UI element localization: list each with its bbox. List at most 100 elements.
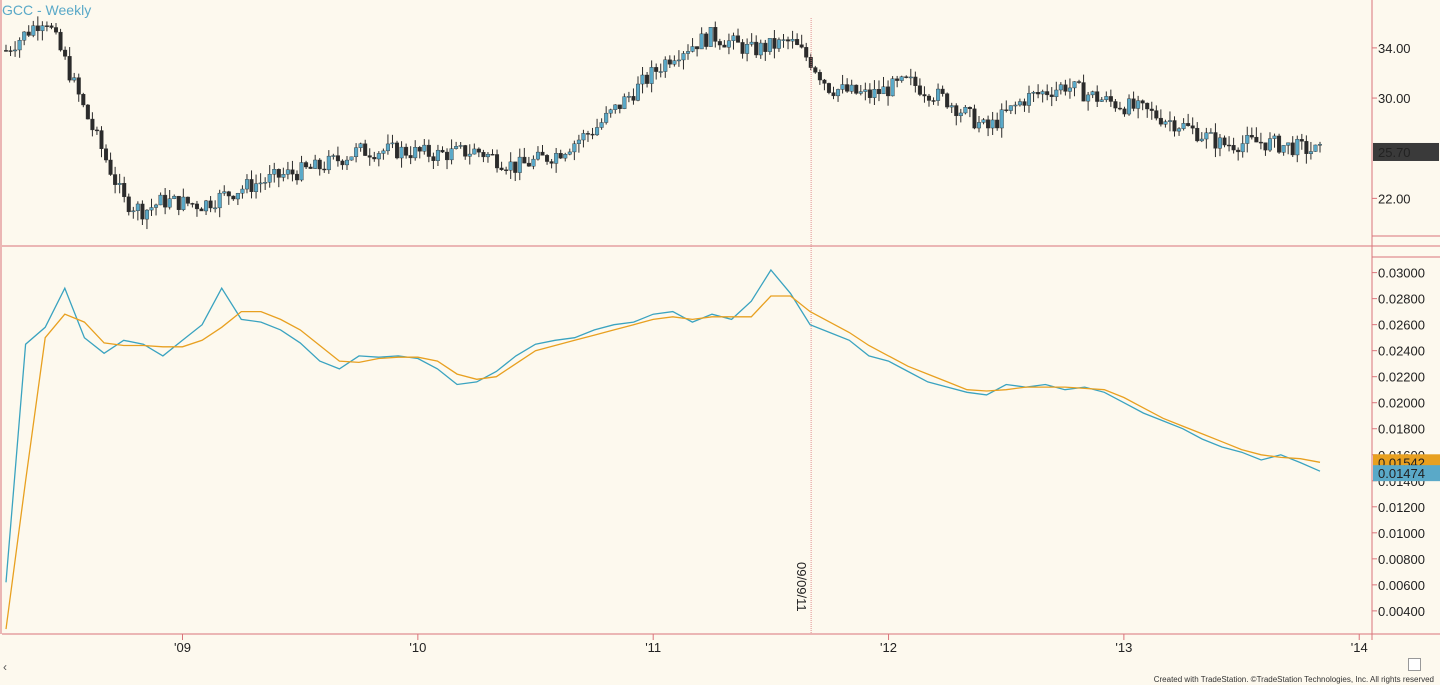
candle-body (463, 145, 468, 157)
chevron-left-icon[interactable]: ‹ (3, 660, 7, 674)
candle-body (304, 162, 309, 168)
candle-body (622, 96, 627, 109)
candle-body (1158, 117, 1163, 125)
candle-body (599, 122, 604, 128)
y-tick-label: 30.00 (1378, 91, 1411, 106)
square-icon[interactable] (1408, 658, 1421, 671)
candle-body (190, 203, 195, 205)
candle-body (1086, 94, 1091, 102)
candle-body (585, 133, 590, 135)
candle-body (736, 35, 741, 43)
candle-body (608, 109, 613, 114)
candle-body (1186, 123, 1191, 126)
candle-body (522, 156, 527, 164)
y-tick-label: 0.03000 (1378, 266, 1425, 281)
candle-body (767, 38, 772, 52)
y-tick-label: 0.02200 (1378, 370, 1425, 385)
candle-body (958, 112, 963, 117)
y-tick-label: 0.00600 (1378, 578, 1425, 593)
candle-body (363, 143, 368, 156)
y-tick-label: 22.00 (1378, 191, 1411, 206)
candle-body (331, 155, 336, 157)
candle-body (1199, 138, 1204, 142)
candle-body (604, 112, 609, 123)
candle-body (481, 152, 486, 158)
candle-body (254, 183, 259, 192)
candle-body (535, 151, 540, 160)
candle-body (226, 191, 231, 197)
candle-body (435, 149, 440, 161)
candle-body (1231, 145, 1236, 151)
candle-body (713, 27, 718, 42)
candle-body (1004, 109, 1009, 111)
candle-body (495, 154, 500, 169)
candle-body (945, 93, 950, 108)
candle-body (1304, 141, 1309, 154)
candle-body (926, 95, 931, 101)
candle-body (681, 53, 686, 61)
candle-body (972, 108, 977, 129)
x-tick-label: '14 (1351, 640, 1368, 655)
candle-body (1140, 100, 1145, 104)
candle-body (549, 161, 554, 164)
y-tick-label: 0.02600 (1378, 318, 1425, 333)
candle-body (35, 25, 40, 32)
candle-body (1090, 91, 1095, 96)
candle-body (58, 31, 63, 51)
candle-body (904, 76, 909, 78)
candle-body (340, 160, 345, 166)
candle-body (404, 146, 409, 156)
candle-body (849, 84, 854, 92)
candle-body (426, 144, 431, 157)
candle-body (1136, 100, 1141, 109)
candle-body (1249, 134, 1254, 138)
y-tick-label: 0.02400 (1378, 344, 1425, 359)
candle-body (640, 74, 645, 85)
candle-body (181, 196, 186, 210)
candle-body (485, 153, 490, 158)
candle-body (376, 153, 381, 160)
candle-body (1263, 142, 1268, 151)
candle-body (17, 39, 22, 51)
candle-body (554, 153, 559, 164)
candle-body (595, 127, 600, 136)
candle-body (1117, 107, 1122, 110)
candle-body (986, 119, 991, 129)
candle-body (31, 25, 36, 36)
candle-body (508, 161, 513, 171)
candle-body (422, 144, 427, 152)
candle-body (317, 159, 322, 170)
candle-body (817, 72, 822, 81)
symbol-title: GCC - Weekly (2, 2, 92, 18)
candle-body (1236, 149, 1241, 153)
candle-body (240, 188, 245, 194)
candle-body (686, 51, 691, 54)
y-tick-label: 0.00400 (1378, 604, 1425, 619)
candle-body (1036, 92, 1041, 95)
candle-body (244, 179, 249, 190)
candle-body (658, 71, 663, 73)
candle-body (1127, 98, 1132, 115)
candle-body (431, 156, 436, 161)
candle-body (99, 130, 104, 149)
candle-body (440, 149, 445, 153)
candle-body (567, 151, 572, 155)
candle-body (267, 174, 272, 183)
candle-body (758, 42, 763, 56)
candle-body (722, 44, 727, 48)
candle-body (1008, 105, 1013, 111)
candle-body (786, 39, 791, 42)
candle-body (149, 207, 154, 211)
candle-body (67, 56, 72, 81)
candle-body (199, 208, 204, 212)
candle-body (1177, 128, 1182, 132)
candle-body (1227, 144, 1232, 147)
candle-body (272, 169, 277, 175)
y-tick-label: 0.01000 (1378, 526, 1425, 541)
candle-body (499, 167, 504, 170)
candle-body (144, 209, 149, 220)
candle-body (122, 182, 127, 198)
candle-body (813, 67, 818, 73)
candle-body (135, 203, 140, 212)
candle-body (299, 162, 304, 181)
